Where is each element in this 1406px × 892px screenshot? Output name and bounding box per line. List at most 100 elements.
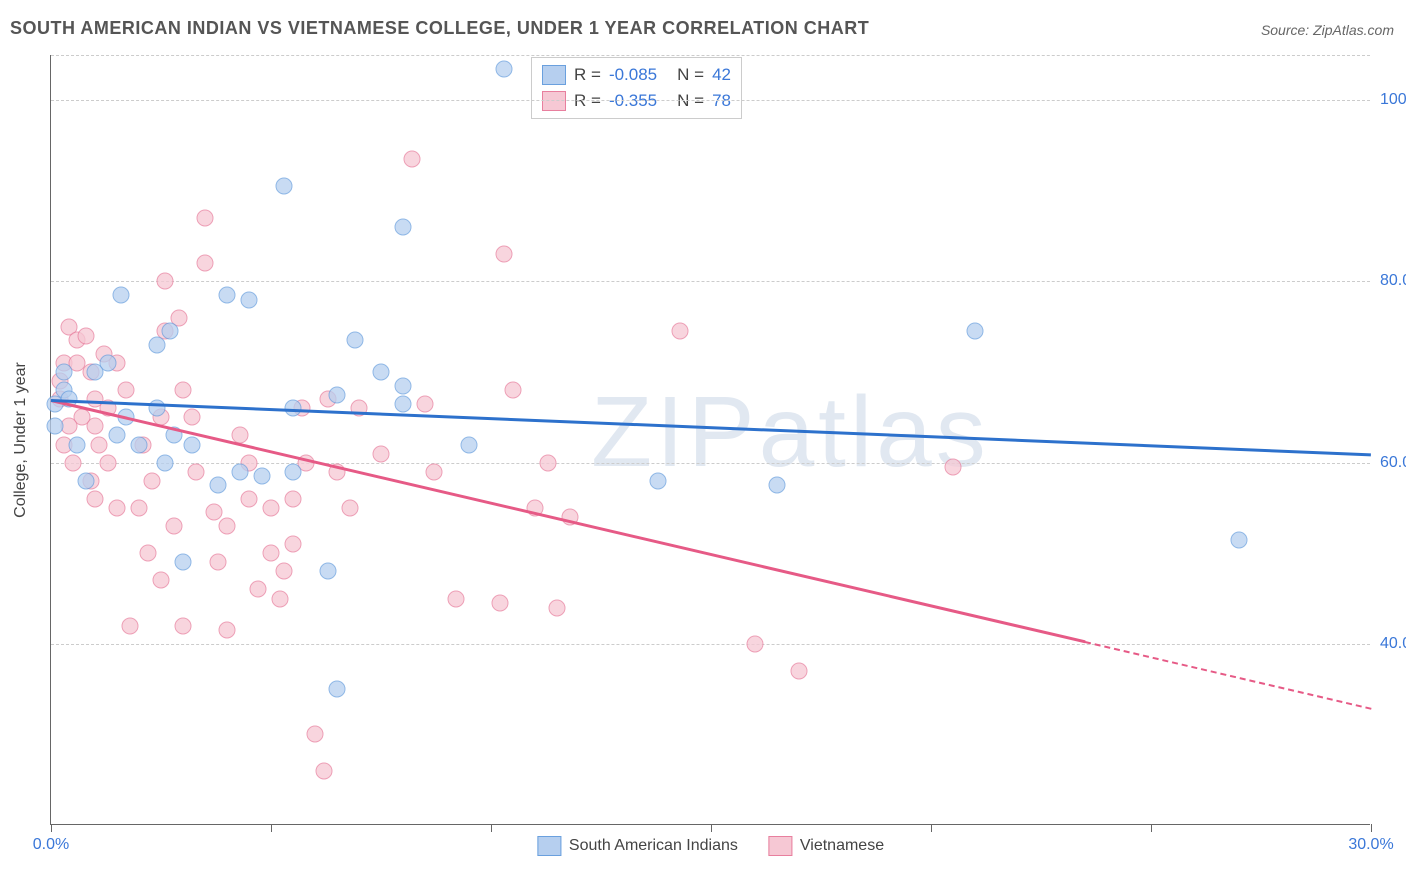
data-point xyxy=(122,617,139,634)
data-point xyxy=(461,436,478,453)
x-tick-label: 0.0% xyxy=(33,836,69,854)
data-point xyxy=(373,364,390,381)
data-point xyxy=(285,463,302,480)
data-point xyxy=(219,518,236,535)
data-point xyxy=(241,490,258,507)
data-point xyxy=(549,599,566,616)
data-point xyxy=(197,210,214,227)
data-point xyxy=(1231,531,1248,548)
data-point xyxy=(131,436,148,453)
data-point xyxy=(219,622,236,639)
data-point xyxy=(496,246,513,263)
data-point xyxy=(157,273,174,290)
data-point xyxy=(342,499,359,516)
gridline xyxy=(51,55,1370,56)
legend-label: South American Indians xyxy=(569,837,738,855)
data-point xyxy=(100,355,117,372)
x-tick xyxy=(1371,824,1372,832)
x-tick xyxy=(271,824,272,832)
data-point xyxy=(540,454,557,471)
data-point xyxy=(329,681,346,698)
series-legend: South American Indians Vietnamese xyxy=(537,836,884,856)
data-point xyxy=(395,395,412,412)
data-point xyxy=(747,635,764,652)
data-point xyxy=(197,255,214,272)
x-tick xyxy=(491,824,492,832)
data-point xyxy=(205,504,222,521)
data-point xyxy=(447,590,464,607)
data-point xyxy=(263,499,280,516)
data-point xyxy=(791,663,808,680)
data-point xyxy=(157,454,174,471)
y-tick-label: 40.0% xyxy=(1380,635,1406,653)
data-point xyxy=(276,178,293,195)
data-point xyxy=(241,291,258,308)
data-point xyxy=(496,60,513,77)
data-point xyxy=(91,436,108,453)
data-point xyxy=(166,518,183,535)
y-tick-label: 60.0% xyxy=(1380,454,1406,472)
data-point xyxy=(315,762,332,779)
data-point xyxy=(131,499,148,516)
data-point xyxy=(249,581,266,598)
data-point xyxy=(967,323,984,340)
legend-label: Vietnamese xyxy=(800,837,884,855)
data-point xyxy=(87,490,104,507)
data-point xyxy=(329,386,346,403)
data-point xyxy=(320,563,337,580)
data-point xyxy=(109,499,126,516)
data-point xyxy=(69,436,86,453)
data-point xyxy=(346,332,363,349)
data-point xyxy=(78,472,95,489)
data-point xyxy=(153,572,170,589)
data-point xyxy=(271,590,288,607)
gridline xyxy=(51,281,1370,282)
data-point xyxy=(139,545,156,562)
x-tick-label: 30.0% xyxy=(1348,836,1393,854)
data-point xyxy=(109,427,126,444)
legend-swatch xyxy=(542,65,566,85)
y-tick-label: 80.0% xyxy=(1380,272,1406,290)
y-tick-label: 100.0% xyxy=(1380,91,1406,109)
data-point xyxy=(175,554,192,571)
data-point xyxy=(175,382,192,399)
y-axis-label: College, Under 1 year xyxy=(12,362,30,518)
data-point xyxy=(769,477,786,494)
data-point xyxy=(183,409,200,426)
data-point xyxy=(425,463,442,480)
data-point xyxy=(117,382,134,399)
data-point xyxy=(78,327,95,344)
data-point xyxy=(56,364,73,381)
data-point xyxy=(417,395,434,412)
data-point xyxy=(219,287,236,304)
data-point xyxy=(232,463,249,480)
data-point xyxy=(148,336,165,353)
data-point xyxy=(491,595,508,612)
trend-line-dashed xyxy=(1085,641,1371,710)
gridline xyxy=(51,100,1370,101)
correlation-legend: R = -0.085N = 42R = -0.355N = 78 xyxy=(531,57,742,119)
chart-title: SOUTH AMERICAN INDIAN VS VIETNAMESE COLL… xyxy=(10,18,869,39)
data-point xyxy=(144,472,161,489)
legend-swatch xyxy=(537,836,561,856)
data-point xyxy=(113,287,130,304)
data-point xyxy=(183,436,200,453)
data-point xyxy=(188,463,205,480)
data-point xyxy=(47,418,64,435)
data-point xyxy=(65,454,82,471)
data-point xyxy=(285,536,302,553)
data-point xyxy=(210,554,227,571)
source-attribution: Source: ZipAtlas.com xyxy=(1261,22,1394,38)
legend-row: R = -0.085N = 42 xyxy=(542,62,731,88)
data-point xyxy=(403,151,420,168)
x-tick xyxy=(1151,824,1152,832)
data-point xyxy=(307,726,324,743)
data-point xyxy=(254,468,271,485)
data-point xyxy=(395,377,412,394)
data-point xyxy=(672,323,689,340)
x-tick xyxy=(931,824,932,832)
x-tick xyxy=(711,824,712,832)
data-point xyxy=(175,617,192,634)
plot-area: ZIPatlas R = -0.085N = 42R = -0.355N = 7… xyxy=(50,55,1370,825)
data-point xyxy=(276,563,293,580)
